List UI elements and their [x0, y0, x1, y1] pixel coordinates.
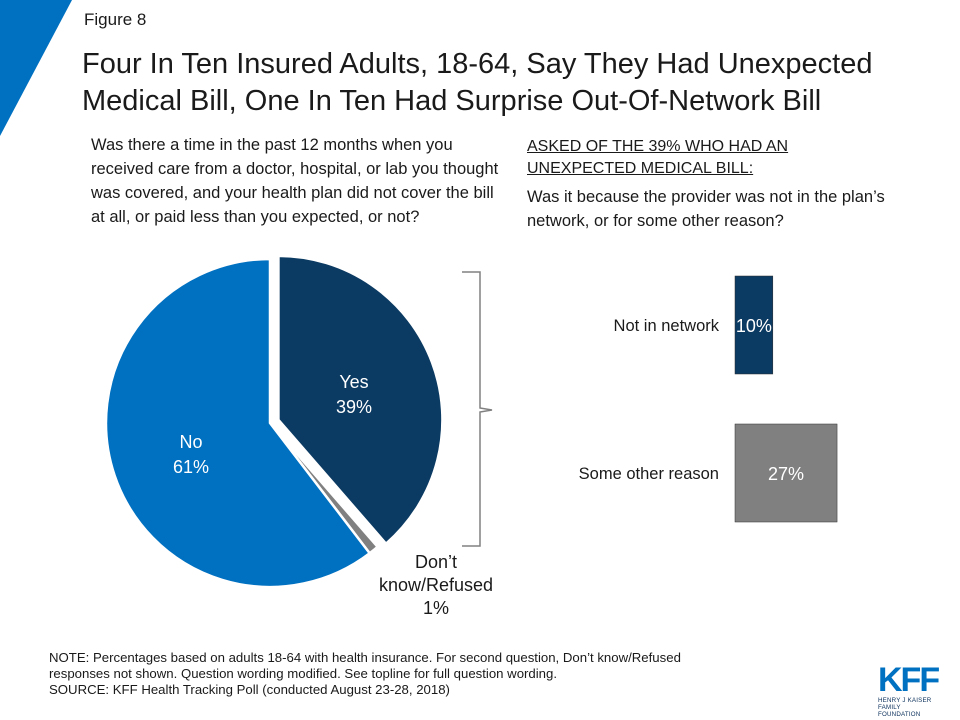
bar-value-some-other-reason: 27% [768, 464, 804, 484]
figure-label: Figure 8 [84, 10, 147, 29]
source-line: SOURCE: KFF Health Tracking Poll (conduc… [49, 682, 450, 697]
bracket [462, 271, 493, 547]
logo-sub-1: HENRY J KAISER [878, 697, 932, 704]
asked-of-subset-label: ASKED OF THE 39% WHO HAD AN UNEXPECTED M… [527, 138, 789, 177]
bar-category-not-in-network: Not in network [614, 317, 720, 335]
pie-label-no: No 61% [173, 432, 209, 477]
pie-label-yes: Yes 39% [336, 372, 372, 417]
pie-label-don-t-know-refused: Don’t know/Refused 1% [379, 552, 493, 618]
note-line-2: responses not shown. Question wording mo… [49, 666, 558, 681]
logo-sub-2: FAMILY FOUNDATION [878, 704, 921, 718]
bar-category-some-other-reason: Some other reason [579, 465, 719, 483]
question-1-text: Was there a time in the past 12 months w… [91, 136, 499, 226]
bar-value-not-in-network: 10% [736, 316, 772, 336]
bar-not-in-network [734, 275, 774, 375]
pie-slice-no [104, 257, 372, 589]
corner-accent [0, 0, 72, 136]
question-2-text: Was it because the provider was not in t… [527, 188, 885, 230]
kff-logo: KFF HENRY J KAISER FAMILY FOUNDATION [878, 663, 944, 718]
pie-chart: Yes 39% Don’t know/Refused 1% No 61% [104, 254, 493, 618]
pie-slice-yes [277, 254, 444, 546]
logo-mark: KFF [878, 661, 940, 699]
note-line-1: NOTE: Percentages based on adults 18-64 … [49, 650, 681, 665]
footnote: NOTE: Percentages based on adults 18-64 … [49, 650, 809, 698]
bar-chart: Not in network 10% Some other reason 27% [579, 275, 838, 523]
bar-some-other-reason [734, 423, 838, 523]
page-title: Four In Ten Insured Adults, 18-64, Say T… [82, 48, 873, 117]
bracket-line [462, 271, 493, 547]
